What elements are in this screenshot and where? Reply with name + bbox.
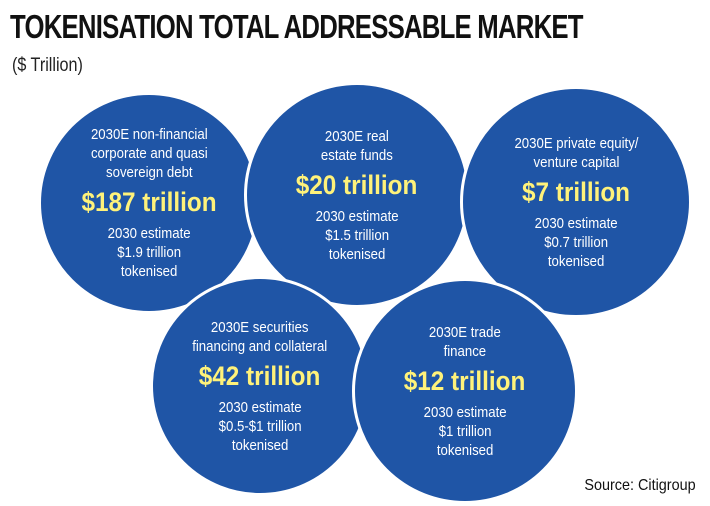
circle-estimate: 2030 estimate $1.5 trillion tokenised — [315, 207, 399, 263]
circle-description: 2030E trade finance — [429, 323, 501, 360]
market-circle-private-equity: 2030E private equity/ venture capital $7… — [460, 86, 692, 318]
circle-description: 2030E non-financial corporate and quasi … — [90, 126, 208, 181]
circle-value: $187 trillion — [81, 187, 217, 217]
market-circle-real-estate: 2030E real estate funds $20 trillion 203… — [244, 82, 470, 308]
market-circle-securities-financing: 2030E securities financing and collatera… — [150, 276, 370, 496]
circle-description: 2030E securities financing and collatera… — [192, 318, 328, 355]
circle-estimate: 2030 estimate $1 trillion tokenised — [423, 403, 507, 459]
page-title: TOKENISATION TOTAL ADDRESSABLE MARKET — [10, 8, 583, 45]
circle-value: $7 trillion — [521, 176, 631, 207]
circle-description: 2030E real estate funds — [321, 127, 393, 164]
circle-value: $20 trillion — [296, 169, 418, 200]
circle-description: 2030E private equity/ venture capital — [513, 134, 639, 171]
market-circle-corporate-debt: 2030E non-financial corporate and quasi … — [38, 92, 260, 314]
page-subtitle: ($ Trillion) — [12, 55, 83, 76]
market-circle-trade-finance: 2030E trade finance $12 trillion 2030 es… — [352, 278, 578, 504]
circle-estimate: 2030 estimate $1.9 trillion tokenised — [107, 225, 191, 280]
circle-estimate: 2030 estimate $0.7 trillion tokenised — [534, 214, 618, 270]
source-note: Source: Citigroup — [584, 477, 696, 494]
circle-value: $12 trillion — [404, 365, 526, 396]
circle-estimate: 2030 estimate $0.5-$1 trillion tokenised — [218, 398, 302, 454]
circle-value: $42 trillion — [199, 360, 321, 391]
